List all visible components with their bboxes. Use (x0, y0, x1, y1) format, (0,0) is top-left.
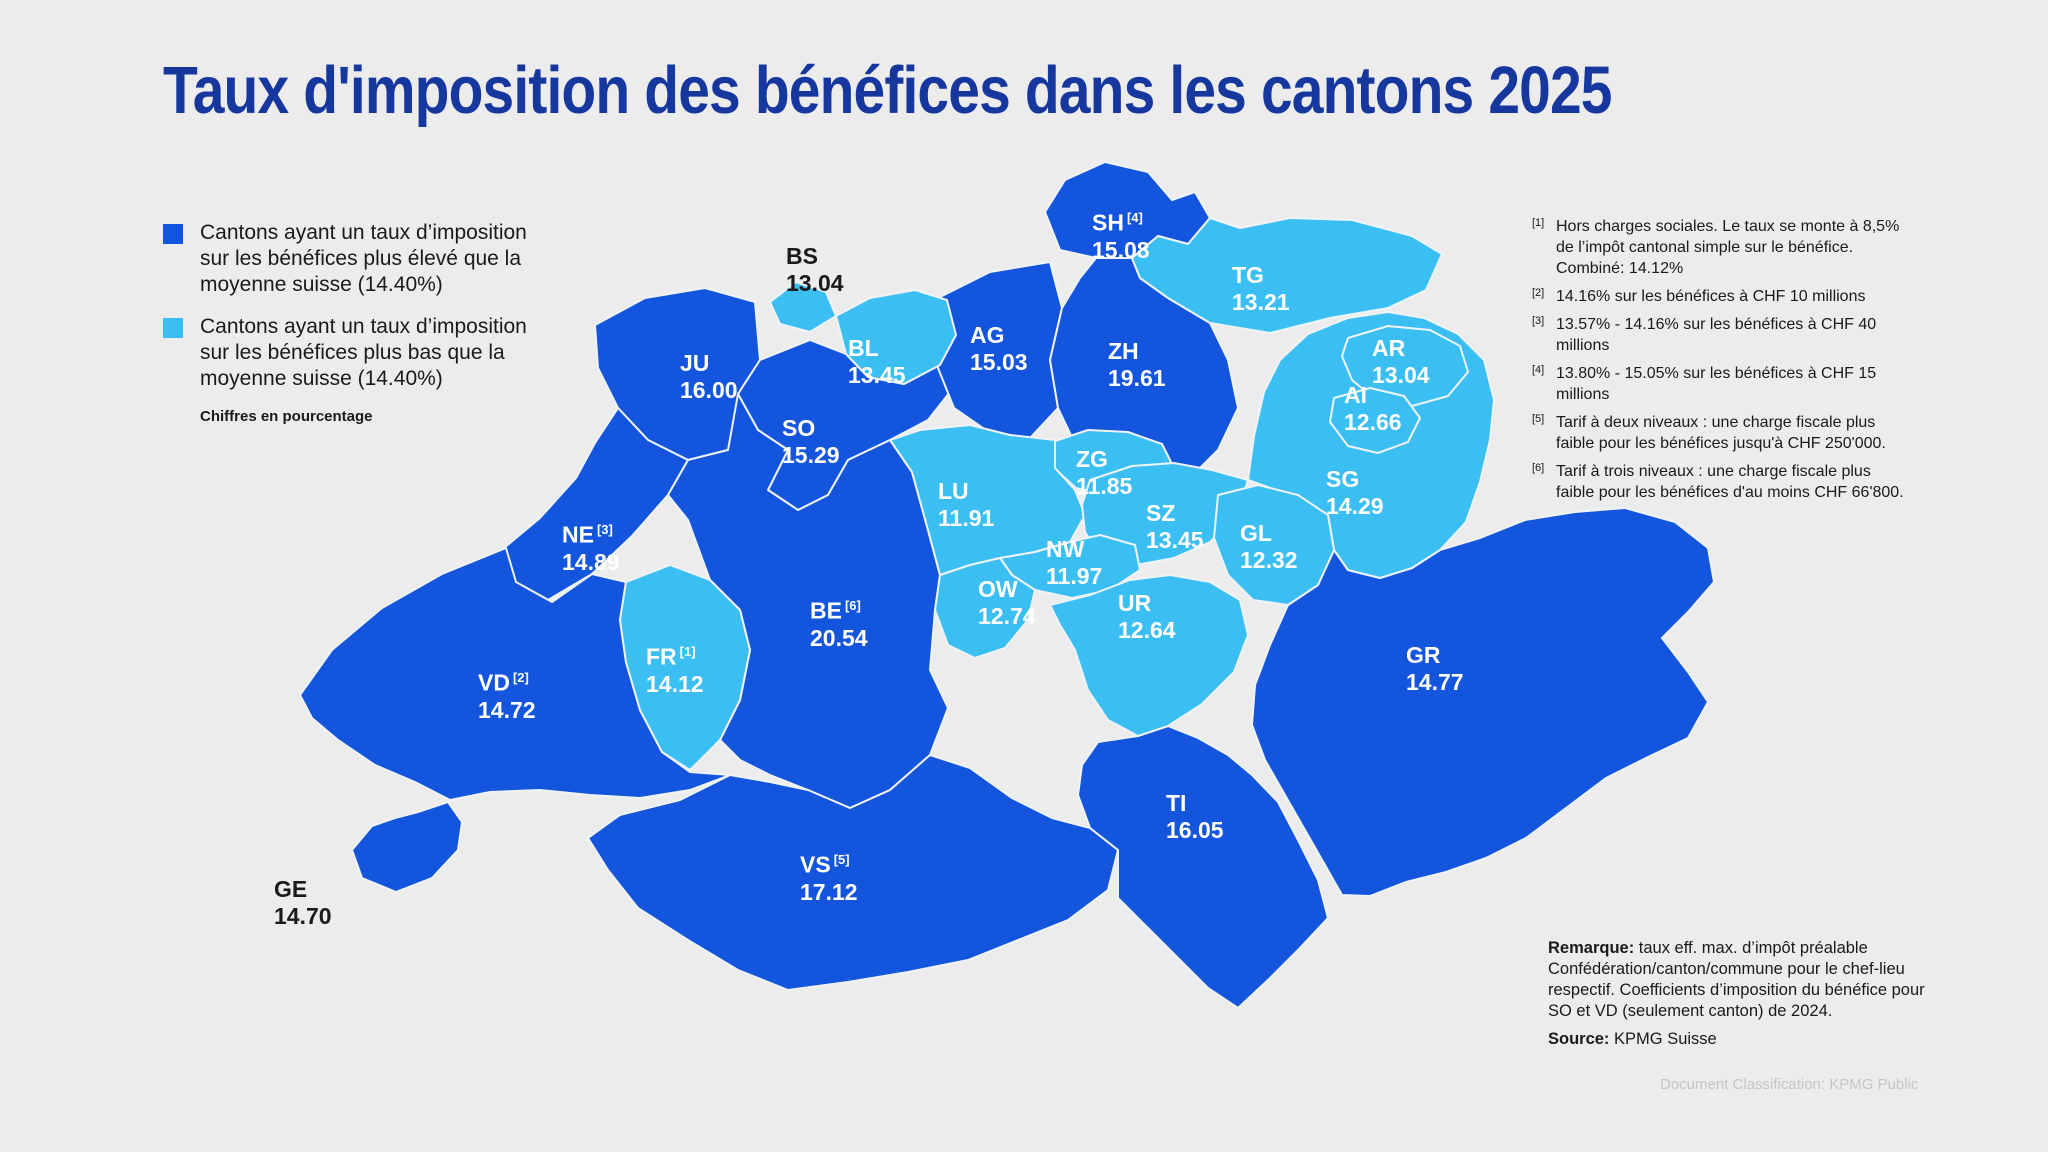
footnote-ref: [5] (1532, 413, 1545, 425)
footnote-2: [2] 14.16% sur les bénéfices à CHF 10 mil… (1532, 286, 1917, 307)
canton-ai-shape (1329, 387, 1421, 454)
canton-bs-shape (769, 281, 837, 333)
legend: Cantons ayant un taux d’imposition sur l… (163, 220, 583, 425)
switzerland-map (290, 150, 1720, 1030)
remark-label: Remarque: (1548, 939, 1635, 957)
legend-swatch-high-icon (163, 224, 183, 244)
footnote-ref: [2] (1532, 287, 1545, 299)
canton-ag-shape (929, 261, 1063, 439)
footnote-text: 14.16% sur les bénéfices à CHF 10 millio… (1556, 288, 1866, 305)
footnote-text: Tarif à deux niveaux : une charge fiscal… (1556, 414, 1886, 452)
footnote-ref: [3] (1532, 315, 1545, 327)
footnotes: [1] Hors charges sociales. Le taux se mon… (1532, 216, 1917, 510)
canton-vs-shape (587, 754, 1119, 991)
legend-item-high: Cantons ayant un taux d’imposition sur l… (163, 220, 583, 298)
canton-ge-shape (351, 801, 463, 893)
switzerland-map-svg (299, 161, 1715, 1009)
source-label: Source: (1548, 1030, 1610, 1048)
legend-label-low: Cantons ayant un taux d’imposition sur l… (200, 315, 527, 390)
legend-item-low: Cantons ayant un taux d’imposition sur l… (163, 314, 583, 392)
canton-ow-shape (934, 557, 1036, 659)
footnote-text: Tarif à trois niveaux : une charge fisca… (1556, 463, 1904, 501)
footnote-4: [4] 13.80% - 15.05% sur les bénéfices à C… (1532, 363, 1917, 405)
canton-lu-shape (889, 424, 1086, 576)
canton-bl-shape (835, 289, 957, 385)
footnote-ref: [1] (1532, 217, 1545, 229)
canton-gl-shape (1213, 484, 1335, 606)
canton-fr-shape (619, 564, 751, 771)
legend-note: Chiffres en pourcentage (200, 408, 373, 425)
footnote-3: [3] 13.57% - 14.16% sur les bénéfices à C… (1532, 314, 1917, 356)
footnote-ref: [6] (1532, 462, 1545, 474)
source-text: KPMG Suisse (1609, 1030, 1717, 1048)
remark-text: taux eff. max. d’impôt préalable Confédé… (1548, 939, 1925, 1020)
footnote-ref: [4] (1532, 364, 1545, 376)
footnote-text: 13.57% - 14.16% sur les bénéfices à CHF … (1556, 316, 1877, 354)
canton-ti-shape (1077, 725, 1329, 1009)
legend-label-high: Cantons ayant un taux d’imposition sur l… (200, 221, 527, 296)
legend-swatch-low-icon (163, 318, 183, 338)
canton-ar-shape (1341, 325, 1469, 407)
source: Source: KPMG Suisse (1548, 1030, 1717, 1049)
page-title: Taux d'imposition des bénéfices dans les… (163, 53, 1612, 128)
canton-tg-shape (1131, 217, 1443, 334)
footnote-1: [1] Hors charges sociales. Le taux se mon… (1532, 216, 1917, 279)
classification-note: Document Classification: KPMG Public (1660, 1076, 1919, 1093)
footnote-text: Hors charges sociales. Le taux se monte … (1556, 218, 1900, 277)
footnote-5: [5] Tarif à deux niveaux : une charge fis… (1532, 412, 1917, 454)
canton-gr-shape (1251, 507, 1715, 897)
remark: Remarque: taux eff. max. d’impôt préalab… (1548, 938, 1948, 1022)
footnote-6: [6] Tarif à trois niveaux : une charge fi… (1532, 461, 1917, 503)
footnote-text: 13.80% - 15.05% sur les bénéfices à CHF … (1556, 365, 1877, 403)
canton-ur-shape (1049, 574, 1249, 737)
